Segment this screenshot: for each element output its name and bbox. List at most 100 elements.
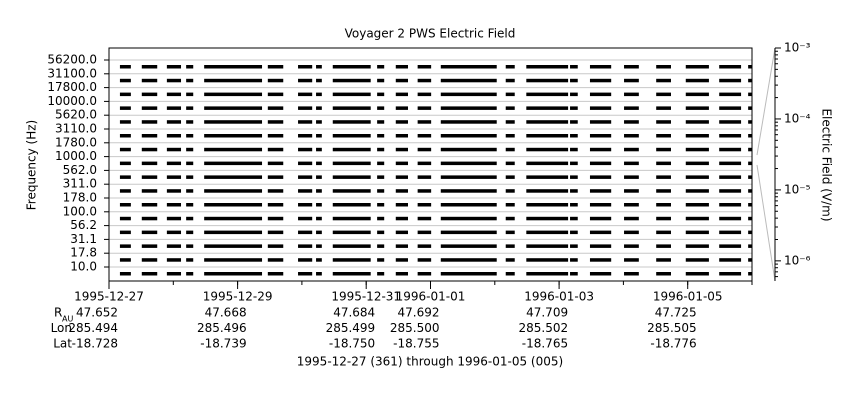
data-band [656, 147, 671, 152]
data-band [204, 106, 263, 110]
y-tick-label: 562.0 [63, 163, 97, 177]
data-band [570, 230, 578, 235]
data-band [166, 106, 182, 110]
data-band [719, 244, 742, 248]
data-band [624, 106, 639, 110]
y-tick-label: 17800.0 [47, 80, 97, 94]
data-band [505, 189, 515, 193]
data-band [204, 175, 263, 179]
data-band [377, 161, 385, 166]
data-band [570, 203, 578, 207]
data-band [204, 65, 263, 69]
data-band [526, 161, 569, 166]
data-band [505, 65, 515, 69]
data-band [719, 230, 742, 235]
data-band [316, 189, 322, 193]
data-band [332, 92, 371, 97]
data-band [204, 92, 263, 97]
data-band [166, 161, 182, 166]
data-band [685, 147, 709, 152]
data-band [204, 161, 263, 166]
data-band [570, 65, 578, 69]
data-band [204, 78, 263, 83]
data-band [748, 120, 752, 124]
data-band [417, 147, 432, 152]
data-band [589, 161, 612, 166]
data-band [685, 175, 709, 179]
data-band [119, 203, 131, 207]
data-band [377, 92, 385, 97]
data-band [719, 189, 742, 193]
data-band [719, 65, 742, 69]
data-band [526, 258, 569, 262]
data-band [656, 175, 671, 179]
data-band [526, 189, 569, 193]
data-band [570, 106, 578, 110]
data-band [526, 65, 569, 69]
data-band [624, 147, 639, 152]
data-band [719, 272, 742, 276]
data-band [656, 78, 671, 83]
data-band [267, 244, 284, 248]
data-band [748, 244, 752, 248]
data-band [656, 134, 671, 138]
data-band [166, 134, 182, 138]
data-band [204, 147, 263, 152]
data-band [298, 216, 313, 221]
data-band [570, 175, 578, 179]
ephemeris-value: 285.496 [197, 321, 247, 335]
data-band [748, 147, 752, 152]
data-band [656, 65, 671, 69]
connector [756, 47, 776, 156]
data-band [186, 272, 194, 276]
data-band [267, 134, 284, 138]
data-band [267, 161, 284, 166]
data-band [166, 189, 182, 193]
data-band [298, 134, 313, 138]
y-tick-label: 1780.0 [55, 135, 97, 149]
data-band [748, 161, 752, 166]
data-band [332, 175, 371, 179]
data-band [332, 216, 371, 221]
data-band [141, 258, 158, 262]
data-band [440, 65, 497, 69]
data-band [685, 78, 709, 83]
data-band [332, 189, 371, 193]
data-band [589, 189, 612, 193]
y-tick-label: 3110.0 [55, 122, 97, 136]
data-band [505, 120, 515, 124]
data-band [417, 161, 432, 166]
data-band [141, 120, 158, 124]
data-band [624, 216, 639, 221]
data-band [141, 106, 158, 110]
y-tick-label: 311.0 [63, 177, 97, 191]
data-band [719, 78, 742, 83]
ephemeris-label: Lat [53, 337, 72, 351]
data-band [316, 78, 322, 83]
data-band [298, 230, 313, 235]
data-band [570, 258, 578, 262]
data-band [656, 216, 671, 221]
y-axis-label: Frequency (Hz) [25, 120, 39, 211]
data-band [624, 244, 639, 248]
data-band [316, 203, 322, 207]
data-band [267, 272, 284, 276]
data-band [526, 216, 569, 221]
data-band [316, 65, 322, 69]
data-band [377, 106, 385, 110]
data-band [316, 92, 322, 97]
data-band [440, 120, 497, 124]
y-tick-label: 100.0 [63, 204, 97, 218]
data-band [526, 120, 569, 124]
data-band [141, 230, 158, 235]
data-band [377, 175, 385, 179]
ephemeris-value: -18.739 [200, 337, 246, 351]
data-band [395, 189, 408, 193]
data-band [656, 120, 671, 124]
data-band [141, 175, 158, 179]
x-tick-label: 1995-12-27 [74, 290, 144, 304]
data-band [332, 147, 371, 152]
data-band [166, 216, 182, 221]
data-band [298, 161, 313, 166]
ephemeris-value: 285.505 [647, 321, 697, 335]
